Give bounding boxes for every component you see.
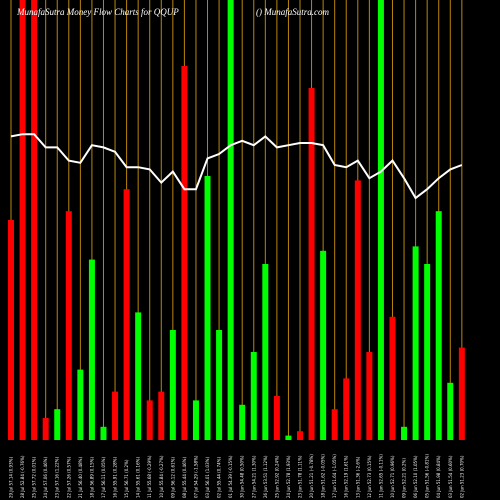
x-tick-label: 09 Jul 56.12 (0.61%) bbox=[170, 457, 175, 498]
outflow-bar bbox=[112, 391, 119, 440]
outflow-bar bbox=[31, 0, 38, 440]
outflow-bar bbox=[123, 189, 130, 440]
x-tick-label: 09 Jun 52.21 (0.2%) bbox=[402, 458, 407, 498]
outflow-bar bbox=[42, 418, 49, 440]
outflow-bar bbox=[65, 211, 72, 440]
outflow-bar bbox=[158, 391, 165, 440]
x-tick-label: 21 Jul 56.40 (0.48%) bbox=[78, 457, 83, 498]
x-tick-label: 12 Jun 52.73 (0.15%) bbox=[367, 455, 372, 498]
outflow-bar bbox=[366, 352, 373, 440]
x-tick-label: 29.Jul 57.14 (0.93%) bbox=[9, 457, 14, 498]
x-tick-label: 11 Jul 55.68 (-0.29%) bbox=[147, 455, 152, 498]
line-series bbox=[10, 133, 463, 200]
x-tick-label: 10 Jun 52.71 (0.96%) bbox=[390, 455, 395, 498]
x-tick-label: 08 Jul 55.44 (0.46%) bbox=[182, 457, 187, 498]
watermark-text: () MunafaSutra.com bbox=[256, 7, 329, 17]
inflow-bar bbox=[239, 404, 246, 440]
inflow-bar bbox=[412, 246, 419, 440]
x-tick-labels: 29.Jul 57.14 (0.93%) 28 Jul 52.84 (-0.76%… bbox=[9, 454, 465, 498]
x-tick-label: 02 Jun 51.23 (0.70%) bbox=[459, 455, 464, 498]
outflow-bar bbox=[273, 396, 280, 440]
outflow-bar bbox=[181, 66, 188, 440]
inflow-bar bbox=[227, 0, 234, 440]
x-tick-label: 02 Jul 55.44 (0.74%) bbox=[217, 457, 222, 498]
inflow-bar bbox=[285, 435, 292, 440]
x-tick-label: 04 Jun 51.98 (0.84%) bbox=[436, 455, 441, 498]
x-tick-label: 16 Jun 52.19 (1.61%) bbox=[344, 455, 349, 498]
x-tick-label: 23 Jul 57.16 (1.22%) bbox=[55, 457, 60, 498]
inflow-bar bbox=[262, 264, 269, 440]
x-tick-label: 05 Jun 51.56 (-0.81%) bbox=[425, 454, 430, 498]
x-tick-label: 24 Jun 52.78 (1.93%) bbox=[286, 455, 291, 498]
x-tick-label: 07 Jul 54.29 (-1.58%) bbox=[193, 455, 198, 498]
bar-series bbox=[8, 0, 465, 440]
inflow-bar bbox=[100, 426, 107, 440]
inflow-bar bbox=[435, 211, 442, 440]
x-tick-label: 27 Jun 54.21 (1.30%) bbox=[251, 455, 256, 498]
x-tick-label: 03 Jun 51.54 (0.60%) bbox=[448, 455, 453, 498]
inflow-bar bbox=[250, 352, 257, 440]
x-tick-label: 25 Jul 57.72 (0.01%) bbox=[32, 457, 37, 498]
inflow-bar bbox=[377, 0, 384, 440]
x-tick-label: 17 Jul 56.11 (0.05%) bbox=[101, 457, 106, 498]
inflow-bar bbox=[77, 369, 84, 440]
outflow-bar bbox=[458, 347, 465, 440]
outflow-bar bbox=[354, 180, 361, 440]
x-tick-label: 26 Jun 53.51 (1.12%) bbox=[263, 455, 268, 498]
x-tick-label: 30 Jun 54.48 (0.50%) bbox=[240, 455, 245, 498]
x-tick-label: 06 Jun 52.10 (1.05%) bbox=[413, 455, 418, 498]
outflow-bar bbox=[8, 220, 14, 440]
x-tick-label: 18 Jun 51.62 (-0.05%) bbox=[321, 454, 326, 498]
inflow-bar bbox=[204, 176, 211, 440]
x-tick-label: 01 Jul 54.39 (-0.15%) bbox=[228, 455, 233, 498]
x-tick-label: 10 Jul 55.84 (-0.27%) bbox=[159, 455, 164, 498]
x-tick-label: 22 Jul 57.26 (0.57%) bbox=[66, 457, 71, 498]
outflow-bar bbox=[389, 316, 396, 440]
x-tick-label: 11 Jun 52.65 (-0.11%) bbox=[378, 454, 383, 498]
outflow-bar bbox=[308, 88, 315, 440]
x-tick-label: 20 Jun 51.21 (-0.78%) bbox=[309, 454, 314, 498]
inflow-bar bbox=[88, 259, 95, 440]
outflow-bar bbox=[331, 409, 338, 440]
x-tick-label: 17 Jun 51.64 (-1.05%) bbox=[332, 454, 337, 498]
x-tick-label: 15 Jul 56.71 (0.2%) bbox=[124, 459, 129, 498]
inflow-bar bbox=[216, 330, 223, 440]
outflow-bar bbox=[146, 400, 153, 440]
inflow-bar bbox=[169, 330, 176, 440]
outflow-bar bbox=[297, 431, 303, 440]
chart-title: MunafaSutra Money Flow Charts for QQUP bbox=[16, 7, 179, 17]
x-tick-label: 13 Jun 51.36 (-2.6%) bbox=[355, 456, 360, 498]
inflow-bar bbox=[447, 382, 454, 440]
x-tick-label: 24 Jul 57.06 (0.46%) bbox=[43, 457, 48, 498]
inflow-bar bbox=[192, 400, 199, 440]
x-tick-label: 16 Jul 55.91 (0.28%) bbox=[113, 457, 118, 498]
outflow-bar bbox=[343, 378, 350, 440]
x-tick-label: 03 Jul 56.01 (1.03%) bbox=[205, 457, 210, 498]
x-tick-label: 14 Jul 55.61 (0.16%) bbox=[136, 457, 141, 498]
inflow-bar bbox=[135, 312, 142, 440]
x-tick-label: 18 Jul 56.89 (0.15%) bbox=[89, 457, 94, 498]
inflow-bar bbox=[424, 264, 431, 440]
inflow-bar bbox=[401, 426, 408, 440]
outflow-bar bbox=[19, 0, 26, 440]
money-flow-line bbox=[10, 133, 463, 200]
inflow-bar bbox=[320, 250, 327, 440]
x-tick-label: 23 Jun 51.78 (1.11%) bbox=[298, 455, 303, 498]
x-tick-label: 25 Jun 52.92 (0.24%) bbox=[274, 455, 279, 498]
inflow-bar bbox=[54, 409, 61, 440]
x-tick-label: 28 Jul 52.84 (-0.76%) bbox=[20, 455, 25, 498]
